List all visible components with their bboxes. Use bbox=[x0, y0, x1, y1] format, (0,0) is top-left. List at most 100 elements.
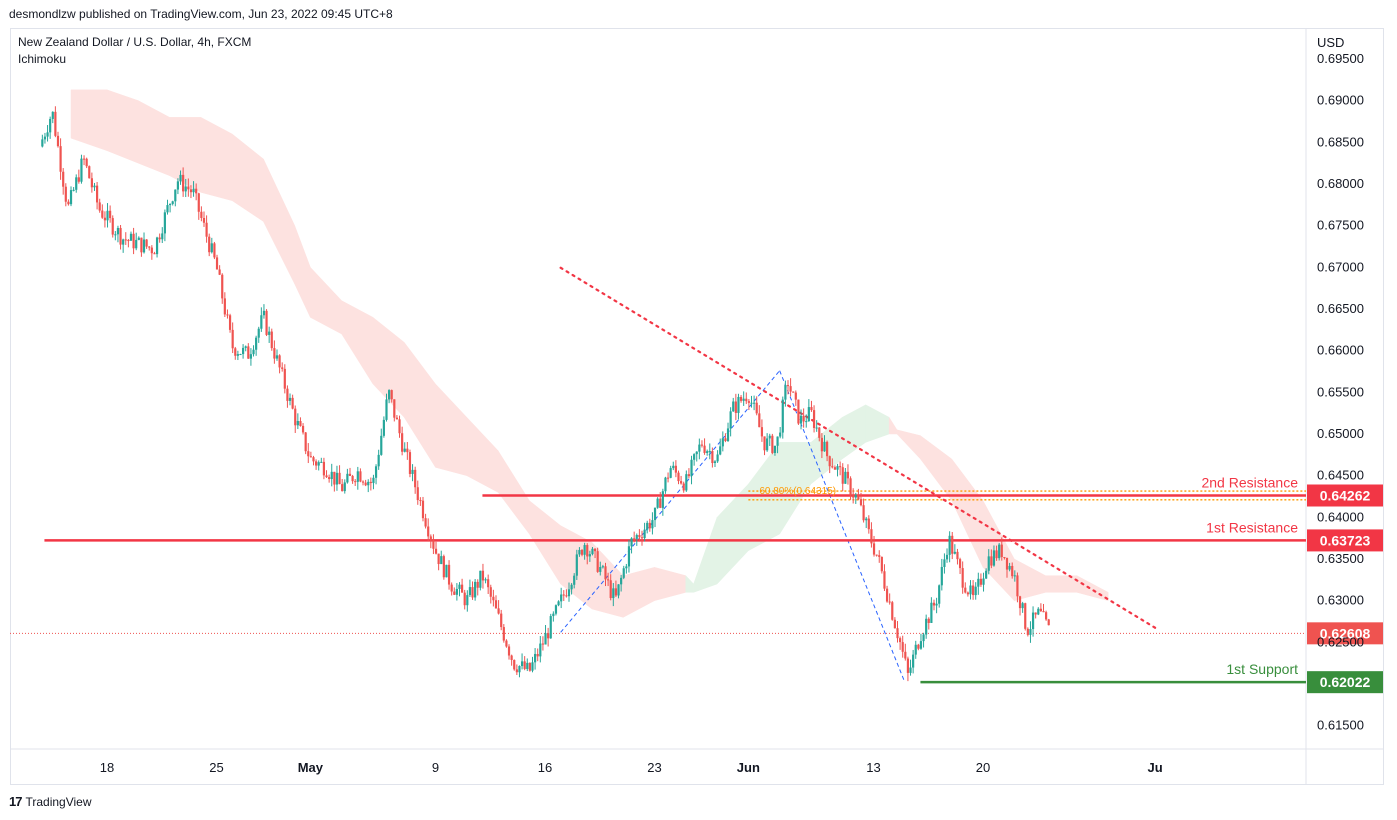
candle-body bbox=[101, 210, 104, 218]
cloud-segment bbox=[200, 116, 233, 201]
candle-body bbox=[606, 579, 610, 581]
cloud-segment bbox=[716, 483, 749, 585]
candle-body bbox=[713, 461, 717, 464]
candle-body bbox=[539, 643, 542, 657]
candle-body bbox=[385, 399, 388, 420]
x-tick-label: 13 bbox=[866, 760, 880, 775]
candle-body bbox=[304, 432, 307, 452]
candle-body bbox=[773, 445, 777, 453]
candle-body bbox=[794, 392, 797, 400]
candle-body bbox=[226, 314, 229, 316]
candle-body bbox=[49, 118, 52, 133]
candle-body bbox=[109, 210, 112, 219]
candle-body bbox=[484, 579, 487, 581]
candle-body bbox=[656, 498, 659, 508]
candle-body bbox=[299, 421, 302, 426]
fib-level-label: 60.80%(0.64315) bbox=[759, 486, 836, 497]
candle-body bbox=[839, 466, 842, 468]
y-tick-label: 0.64500 bbox=[1317, 468, 1364, 483]
candle-body bbox=[252, 349, 255, 355]
candle-body bbox=[583, 545, 586, 555]
candle-body bbox=[867, 518, 870, 530]
candle-body bbox=[526, 662, 529, 669]
candle-body bbox=[421, 500, 425, 519]
candle-body bbox=[659, 498, 662, 508]
candle-body bbox=[356, 471, 359, 482]
resistance-name-label: 2nd Resistance bbox=[1201, 474, 1298, 490]
candle-body bbox=[763, 436, 766, 451]
candle-body bbox=[223, 298, 226, 315]
candle-body bbox=[943, 559, 946, 567]
candle-body bbox=[59, 146, 62, 172]
candle-body bbox=[985, 570, 988, 579]
y-tick-label: 0.65000 bbox=[1317, 426, 1364, 441]
candle-body bbox=[294, 408, 297, 426]
candle-body bbox=[142, 239, 146, 253]
candle-body bbox=[314, 461, 318, 466]
candle-body bbox=[716, 454, 719, 462]
candle-body bbox=[312, 457, 315, 462]
candle-body bbox=[591, 548, 594, 555]
candle-body bbox=[148, 246, 151, 248]
candle-body bbox=[768, 435, 771, 439]
candle-body bbox=[883, 571, 886, 589]
candle-body bbox=[476, 581, 479, 588]
candle-body bbox=[445, 564, 448, 578]
candle-body bbox=[810, 407, 813, 411]
time-axis[interactable]: 18 25 May 9 16 23 Jun 13 20 Ju bbox=[100, 760, 1163, 775]
candle-body bbox=[609, 580, 612, 599]
candle-body bbox=[638, 535, 641, 538]
candle-body bbox=[335, 472, 339, 485]
candle-body bbox=[820, 437, 823, 452]
candle-body bbox=[625, 566, 628, 569]
candle-body bbox=[586, 545, 589, 557]
candle-body bbox=[646, 522, 649, 530]
price-axis-badge bbox=[1307, 671, 1383, 694]
candle-body bbox=[640, 537, 644, 539]
candle-body bbox=[938, 585, 941, 604]
candle-body bbox=[1003, 557, 1006, 559]
candle-body bbox=[145, 239, 148, 247]
candle-body bbox=[578, 549, 581, 555]
footer-brand[interactable]: 17 TradingView bbox=[9, 794, 92, 809]
candle-body bbox=[737, 396, 740, 413]
candle-body bbox=[398, 419, 401, 434]
candle-body bbox=[664, 477, 667, 492]
candle-body bbox=[682, 483, 685, 491]
candle-body bbox=[122, 239, 125, 245]
candle-body bbox=[317, 462, 320, 466]
price-axis[interactable]: USD 0.69500 0.69000 0.68500 0.68000 0.67500 0… bbox=[1317, 35, 1364, 733]
candle-body bbox=[354, 481, 357, 483]
candle-body bbox=[698, 444, 701, 452]
candle-body bbox=[359, 471, 362, 482]
candle-body bbox=[891, 602, 894, 620]
candle-body bbox=[348, 473, 352, 476]
candle-body bbox=[995, 550, 998, 559]
candle-body bbox=[966, 592, 969, 595]
candle-body bbox=[500, 613, 503, 628]
candle-body bbox=[447, 564, 451, 585]
candle-body bbox=[677, 472, 680, 482]
candle-body bbox=[369, 481, 372, 484]
cloud-segment bbox=[106, 89, 139, 164]
candle-body bbox=[270, 331, 273, 349]
candle-body bbox=[213, 243, 216, 258]
candle-body bbox=[567, 589, 571, 597]
candle-body bbox=[202, 217, 206, 223]
x-tick-label: 20 bbox=[976, 760, 990, 775]
ichimoku-cloud bbox=[70, 89, 1109, 618]
candle-body bbox=[742, 398, 745, 401]
x-tick-label: 23 bbox=[647, 760, 661, 775]
x-tick-label: 18 bbox=[100, 760, 114, 775]
candle-body bbox=[95, 185, 99, 203]
candle-body bbox=[82, 158, 86, 160]
cloud-segment bbox=[951, 458, 984, 568]
candle-body bbox=[338, 472, 341, 485]
candle-body bbox=[711, 450, 714, 464]
candle-body bbox=[669, 468, 672, 478]
candle-body bbox=[200, 211, 203, 218]
candle-body bbox=[732, 401, 735, 412]
candle-body bbox=[114, 234, 117, 236]
candle-body bbox=[158, 237, 161, 240]
